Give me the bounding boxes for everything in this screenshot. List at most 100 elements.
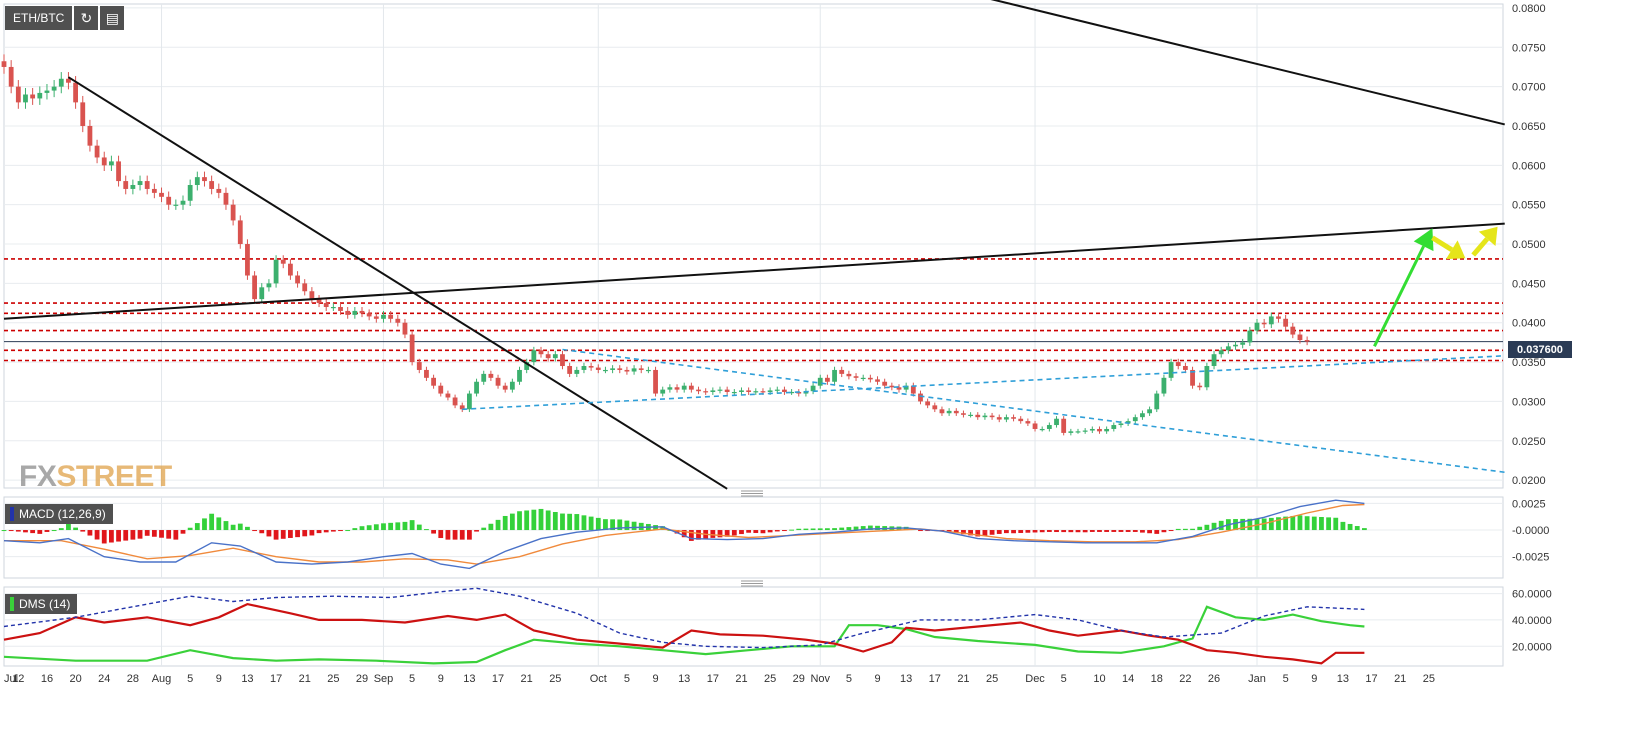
- candle-up: [1104, 428, 1110, 432]
- macd-hist-bar-positive: [1333, 517, 1339, 531]
- refresh-icon[interactable]: ↻: [74, 6, 99, 30]
- candle-up: [739, 390, 744, 392]
- x-tick-label: 25: [764, 673, 776, 685]
- x-tick-label: 22: [1179, 673, 1191, 685]
- candle-down: [73, 82, 78, 103]
- macd-label-text: MACD (12,26,9): [19, 507, 106, 521]
- candle-down: [438, 385, 444, 394]
- macd-hist-bar-negative: [731, 530, 737, 536]
- x-tick-label: Oct: [590, 673, 607, 685]
- macd-hist-bar-negative: [760, 530, 766, 534]
- x-tick-label: 17: [929, 673, 941, 685]
- y-tick-label: 0.0300: [1512, 396, 1546, 408]
- x-tick-label: 17: [270, 673, 282, 685]
- macd-hist-bar-negative: [438, 530, 444, 539]
- candle-down: [1290, 326, 1296, 335]
- macd-hist-bar-negative: [1111, 530, 1117, 532]
- y-tick-label: 0.0600: [1512, 160, 1546, 172]
- candle-up: [753, 391, 759, 393]
- macd-hist-bar-positive: [388, 522, 394, 531]
- candle-down: [431, 377, 436, 386]
- y-tick-label: 0.0550: [1512, 200, 1546, 212]
- macd-hist-bar-positive: [58, 528, 64, 531]
- candle-up: [1147, 409, 1152, 414]
- panel-splitters[interactable]: [741, 490, 763, 587]
- candle-down: [8, 66, 14, 87]
- macd-hist-bar-positive: [1347, 523, 1353, 531]
- candle-up: [109, 161, 114, 166]
- x-tick-label: 29: [793, 673, 805, 685]
- macd-hist-bar-negative: [30, 530, 36, 534]
- candle-down: [495, 377, 501, 386]
- chart-background: [3, 3, 1504, 667]
- y-tick-label: 0.0700: [1512, 82, 1546, 94]
- macd-hist-bar-negative: [431, 530, 436, 534]
- candle-down: [782, 389, 787, 392]
- macd-hist-bar-positive: [1204, 524, 1210, 531]
- candle-down: [674, 387, 680, 390]
- candle-down: [345, 310, 351, 315]
- candle-up: [330, 306, 336, 309]
- y-tick-label: 0.0250: [1512, 436, 1546, 448]
- macd-hist-bar-positive: [1340, 521, 1346, 531]
- macd-hist-bar-negative: [946, 530, 952, 532]
- macd-hist-bar-negative: [1161, 530, 1167, 533]
- candle-down: [316, 299, 322, 304]
- macd-hist-bar-positive: [373, 524, 379, 531]
- candle-up: [646, 369, 651, 372]
- macd-hist-bar-negative: [130, 530, 136, 540]
- symbol-button[interactable]: ETH/BTC: [5, 6, 73, 30]
- x-tick-label: 14: [1122, 673, 1134, 685]
- macd-hist-bar-negative: [137, 530, 143, 539]
- macd-swatch: [10, 507, 14, 521]
- candle-up: [517, 369, 522, 382]
- x-tick-label: 17: [707, 673, 719, 685]
- macd-hist-bar-positive: [509, 513, 515, 531]
- candle-up: [1247, 330, 1253, 343]
- candle-down: [1190, 369, 1195, 386]
- logo-street: STREET: [56, 460, 172, 493]
- candle-up: [1140, 413, 1145, 418]
- candle-down: [975, 414, 981, 418]
- candle-down: [80, 102, 86, 126]
- macd-hist-bar-negative: [338, 530, 343, 532]
- macd-label[interactable]: MACD (12,26,9): [5, 504, 113, 524]
- candle-down: [746, 390, 752, 392]
- macd-hist-bar-positive: [1268, 517, 1274, 531]
- macd-hist-bar-negative: [1089, 530, 1095, 532]
- candle-down: [295, 275, 300, 284]
- resistance-lines: [4, 258, 1503, 362]
- candle-down: [688, 385, 694, 390]
- calendar-icon[interactable]: ▤: [100, 6, 125, 30]
- candle-down: [703, 391, 709, 393]
- candle-up: [1118, 423, 1124, 426]
- macd-hist-bar-negative: [23, 530, 28, 533]
- dms-label[interactable]: DMS (14): [5, 594, 78, 614]
- macd-hist-bar-negative: [166, 530, 172, 539]
- arrow-yellow-head: [1478, 226, 1498, 247]
- x-tick-label: 25: [549, 673, 561, 685]
- candle-down: [1276, 316, 1281, 319]
- macd-hist-bar-positive: [1276, 517, 1281, 531]
- macd-hist-bar-negative: [989, 530, 995, 535]
- candle-down: [617, 368, 623, 370]
- candle-down: [280, 259, 286, 264]
- candle-up: [860, 377, 866, 380]
- macd-hist-bar-positive: [853, 526, 859, 531]
- macd-hist-bar-positive: [495, 519, 501, 531]
- candle-down: [252, 275, 257, 300]
- x-tick-label: Nov: [810, 673, 830, 685]
- macd-line: [3, 499, 1365, 570]
- macd-hist-bar-positive: [524, 510, 530, 531]
- macd-hist-bar-negative: [975, 530, 981, 537]
- candle-down: [388, 314, 394, 319]
- macd-hist-bar-negative: [266, 530, 272, 537]
- macd-hist-bar-negative: [151, 530, 157, 537]
- grid: [4, 4, 1503, 666]
- candle-up: [1075, 431, 1081, 433]
- macd-y-tick-label: 0.0025: [1512, 498, 1546, 510]
- fxstreet-logo: FXSTREET: [19, 460, 172, 494]
- macd-hist-bar-negative: [1154, 530, 1160, 534]
- macd-hist-bar-negative: [1011, 530, 1016, 534]
